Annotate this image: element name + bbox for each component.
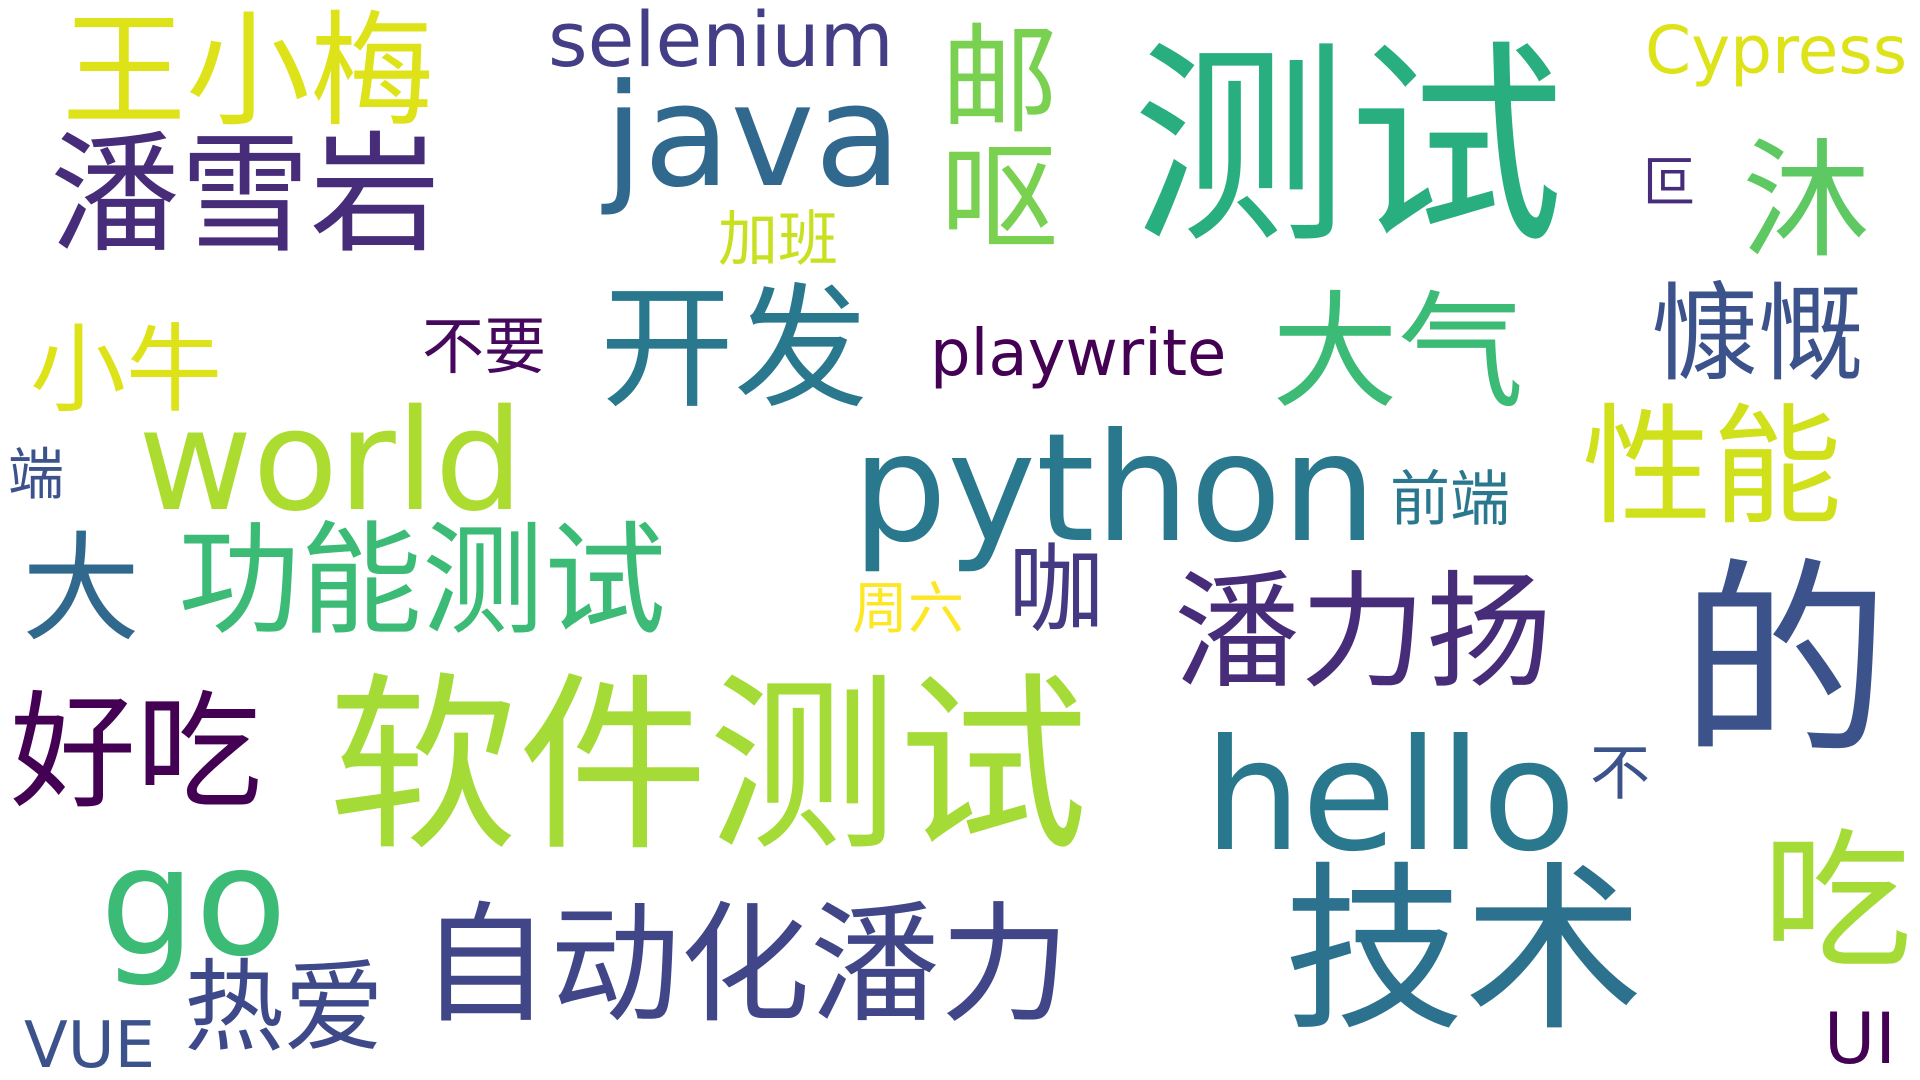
- word-ruanjian-ceshi: 软件测试: [328, 656, 1089, 877]
- word-you-ou-text: 邮呕: [920, 18, 1058, 254]
- word-reai: 热爱: [184, 949, 384, 1066]
- word-kangkai: 慷慨: [1652, 273, 1864, 396]
- word-you-ou: 邮呕: [920, 18, 1058, 254]
- word-java: java: [604, 54, 902, 219]
- word-selenium: selenium: [548, 0, 894, 84]
- word-duan: 端: [8, 443, 64, 508]
- word-hui: 叵: [1642, 151, 1696, 214]
- word-vue: VUE: [24, 1009, 156, 1080]
- word-bu: 不: [1590, 739, 1650, 809]
- word-buyao: 不要: [422, 310, 547, 383]
- word-hello: hello: [1204, 707, 1577, 886]
- word-cypress: Cypress: [1645, 12, 1908, 89]
- word-ka: 咖: [1008, 534, 1104, 646]
- word-world: world: [138, 380, 524, 543]
- word-jishu: 技术: [1284, 847, 1645, 1056]
- word-zhouliu: 周六: [852, 577, 964, 642]
- word-da: 大: [22, 520, 141, 658]
- word-xingneng: 性能: [1582, 391, 1843, 543]
- word-python: python: [852, 402, 1377, 576]
- word-pan-liyang: 潘力扬: [1174, 559, 1552, 706]
- word-kaifa: 开发: [600, 271, 869, 427]
- word-ceshi: 测试: [1132, 22, 1565, 273]
- word-haochi: 好吃: [10, 679, 262, 826]
- word-xiaoniu: 小牛: [30, 314, 222, 426]
- word-gongneng-ceshi: 功能测试: [178, 510, 666, 652]
- word-mu: 沐: [1742, 127, 1871, 276]
- word-wang-xiaomei: 王小梅: [62, 0, 435, 144]
- word-daqi: 大气: [1272, 279, 1524, 426]
- word-qianduan: 前端: [1390, 465, 1510, 535]
- word-playwrite: playwrite: [930, 317, 1227, 391]
- word-ui: UI: [1824, 998, 1896, 1080]
- word-pan-xueyan: 潘雪岩: [50, 119, 441, 271]
- word-chi: 吃: [1762, 816, 1913, 990]
- word-de: 的: [1680, 540, 1891, 785]
- word-zidonghua-panli: 自动化潘力: [420, 889, 1071, 1041]
- word-go: go: [100, 816, 287, 990]
- word-jiaban: 加班: [718, 205, 838, 275]
